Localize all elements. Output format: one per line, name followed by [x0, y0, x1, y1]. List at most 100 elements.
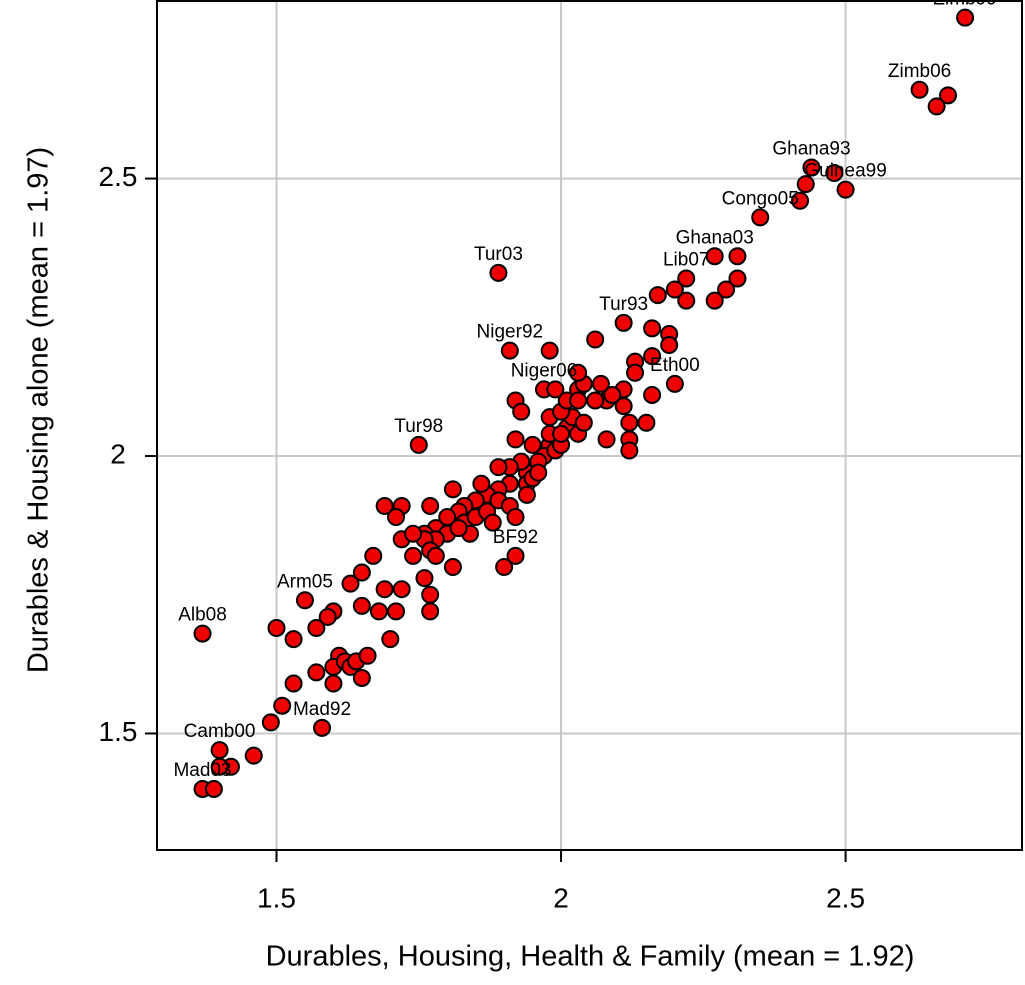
point: [421, 602, 440, 621]
point-label: Mad92: [293, 699, 351, 720]
point: [626, 363, 645, 382]
point: [495, 558, 514, 576]
point: [614, 313, 633, 332]
point: [483, 513, 502, 532]
point: [404, 546, 423, 565]
point: [381, 630, 400, 649]
point: [409, 435, 428, 454]
point: [665, 280, 684, 299]
point: [210, 741, 229, 760]
point: [705, 291, 724, 310]
point: [443, 558, 462, 576]
plot-frame: [156, 0, 1023, 851]
point: [404, 524, 423, 543]
point: [603, 385, 622, 404]
point: [267, 619, 286, 638]
point: [244, 746, 263, 765]
point: [939, 86, 958, 105]
point: [307, 663, 326, 682]
point: [591, 374, 610, 393]
point: [421, 585, 440, 604]
point: [643, 319, 662, 338]
point: [796, 175, 815, 194]
point-label: Lib07: [663, 249, 710, 270]
point-label: Eth00: [650, 355, 700, 376]
point: [375, 580, 394, 599]
point: [586, 391, 605, 410]
point-label: Zimb99: [933, 0, 996, 10]
point: [836, 180, 855, 199]
point: [506, 508, 525, 527]
point: [352, 596, 371, 615]
point: [210, 757, 229, 776]
point: [540, 341, 559, 360]
point-label: Ghana93: [772, 138, 850, 159]
point: [717, 280, 736, 299]
point-label: BF92: [493, 527, 538, 548]
point-label: Zimb06: [888, 61, 951, 82]
point: [426, 546, 445, 565]
point: [620, 413, 639, 432]
point: [677, 269, 696, 288]
point-label: Ghana03: [676, 227, 754, 248]
point: [358, 646, 377, 665]
point-label: Tur03: [474, 244, 523, 265]
point: [369, 602, 388, 621]
point: [421, 496, 440, 515]
point: [569, 391, 588, 410]
x-tick-label: 2.5: [826, 882, 865, 913]
point: [552, 424, 571, 443]
point: [546, 380, 565, 399]
point: [512, 402, 531, 421]
point: [660, 336, 679, 355]
point: [387, 602, 406, 621]
point: [614, 397, 633, 416]
point: [677, 291, 696, 310]
point: [910, 80, 929, 99]
point: [597, 430, 616, 449]
point-label: Mad03: [173, 760, 231, 781]
point: [643, 347, 662, 366]
point: [523, 435, 542, 454]
point: [705, 247, 724, 266]
point: [449, 519, 468, 538]
point-label: Tur93: [599, 294, 648, 315]
point: [392, 580, 411, 599]
point: [313, 718, 332, 737]
point: [569, 363, 588, 382]
point: [341, 574, 360, 593]
point: [620, 441, 639, 460]
x-axis-title: Durables, Housing, Health & Family (mean…: [266, 941, 915, 973]
point-label: Niger06: [511, 360, 578, 381]
point: [307, 619, 326, 638]
point: [517, 485, 536, 504]
point: [643, 385, 662, 404]
point-label: Tur98: [394, 416, 443, 437]
point: [295, 591, 314, 610]
point: [324, 674, 343, 693]
x-tick-label: 2: [553, 882, 569, 913]
point-label: Congo05: [722, 188, 799, 209]
point: [204, 779, 223, 798]
point: [665, 374, 684, 393]
point-label: Camb00: [184, 721, 256, 742]
point: [284, 630, 303, 649]
point-label: Niger92: [477, 322, 544, 343]
point: [529, 463, 548, 482]
point: [273, 696, 292, 715]
y-tick-label: 1.5: [99, 716, 138, 747]
point: [825, 164, 844, 183]
point: [637, 413, 656, 432]
y-tick-label: 2.5: [99, 161, 138, 192]
point: [193, 624, 212, 643]
point: [472, 474, 491, 493]
point: [375, 496, 394, 515]
point: [728, 247, 747, 266]
point: [364, 546, 383, 565]
point: [489, 263, 508, 282]
point: [506, 546, 525, 565]
point: [352, 668, 371, 687]
y-tick-label: 2: [110, 438, 126, 469]
point-label: Arm05: [277, 571, 333, 592]
